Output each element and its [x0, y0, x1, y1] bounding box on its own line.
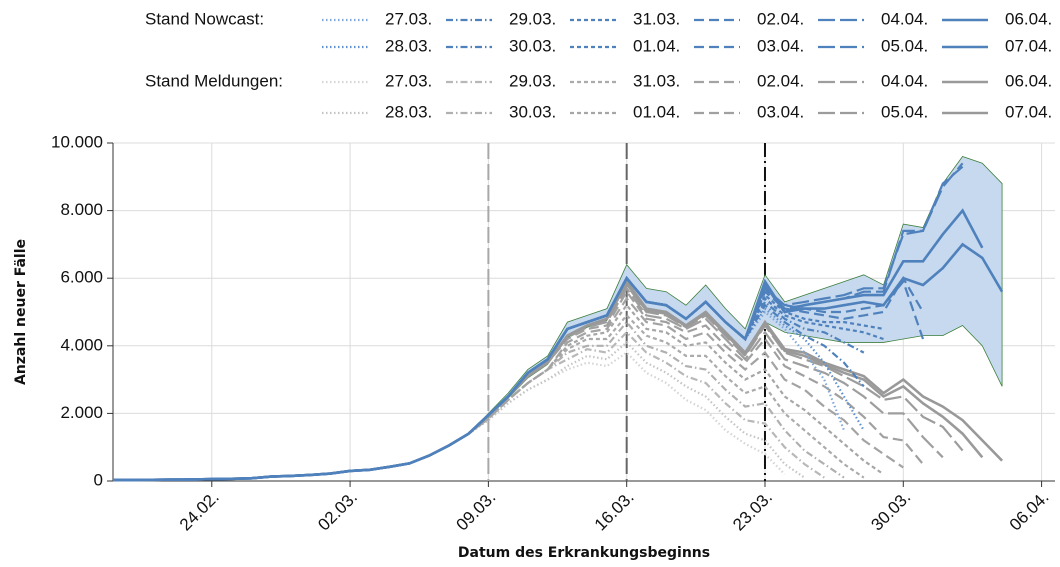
legend-label: 04.04.	[881, 71, 928, 90]
legend-label: 03.04.	[757, 36, 804, 55]
x-axis-title: Datum des Erkrankungsbeginns	[458, 545, 710, 561]
x-tick-label: 30.03.	[867, 488, 914, 535]
legend-group-label: Stand Meldungen:	[145, 71, 283, 90]
legend-group-label: Stand Nowcast:	[145, 9, 264, 28]
legend-label: 07.04.	[1005, 102, 1052, 121]
x-tick-label: 16.03.	[591, 488, 638, 535]
confidence-band	[113, 156, 1003, 481]
legend-label: 28.03.	[385, 36, 432, 55]
legend-label: 01.04.	[633, 36, 680, 55]
line-series	[113, 351, 786, 482]
y-tick-label: 6.000	[60, 268, 103, 287]
legend-label: 28.03.	[385, 102, 432, 121]
line-series	[113, 330, 825, 482]
legend-label: 27.03.	[385, 9, 432, 28]
y-tick-label: 2.000	[60, 403, 103, 422]
line-series	[113, 303, 885, 482]
y-axis-title: Anzahl neuer Fälle	[13, 239, 29, 385]
x-tick-label: 02.03.	[314, 488, 361, 535]
legend-label: 06.04.	[1005, 71, 1052, 90]
legend-label: 07.04.	[1005, 36, 1052, 55]
legend-label: 05.04.	[881, 36, 928, 55]
legend-label: 29.03.	[509, 9, 556, 28]
x-tick-label: 24.02.	[176, 488, 223, 535]
x-tick-label: 06.04.	[1006, 488, 1053, 535]
line-series	[113, 276, 846, 482]
legend-label: 29.03.	[509, 71, 556, 90]
legend-label: 30.03.	[509, 102, 556, 121]
legend-label: 02.04.	[757, 71, 804, 90]
legend-label: 27.03.	[385, 71, 432, 90]
y-tick-label: 0	[94, 470, 103, 489]
x-tick-label: 09.03.	[453, 488, 500, 535]
line-series	[113, 340, 806, 482]
y-tick-label: 8.000	[60, 200, 103, 219]
legend-label: 30.03.	[509, 36, 556, 55]
x-tick-label: 23.03.	[729, 488, 776, 535]
legend-label: 06.04.	[1005, 9, 1052, 28]
legend-label: 05.04.	[881, 102, 928, 121]
y-tick-label: 4.000	[60, 335, 103, 354]
legend-label: 02.04.	[757, 9, 804, 28]
y-tick-label: 10.000	[51, 132, 103, 151]
legend-label: 31.03.	[633, 71, 680, 90]
legend-label: 01.04.	[633, 102, 680, 121]
line-series	[113, 242, 1004, 482]
legend-label: 03.04.	[757, 102, 804, 121]
legend-label: 31.03.	[633, 9, 680, 28]
legend-label: 04.04.	[881, 9, 928, 28]
